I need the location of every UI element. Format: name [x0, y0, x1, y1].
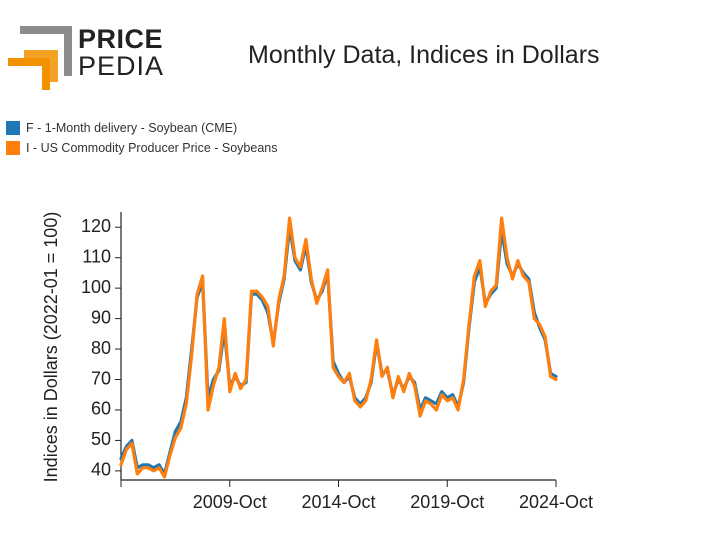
- logo-mark-orange: [8, 58, 50, 90]
- series-line-soybean-cme: [119, 225, 558, 476]
- legend-item-us-producer-price[interactable]: I - US Commodity Producer Price - Soybea…: [6, 138, 277, 158]
- series-line-us-producer-price: [119, 216, 558, 479]
- y-axis-label: Indices in Dollars (2022-01 = 100): [41, 212, 61, 483]
- logo-word-price: PRICE: [78, 24, 164, 54]
- y-tick-label: 60: [91, 399, 111, 419]
- chart-series: [119, 216, 558, 479]
- logo-word-pedia: PEDIA: [78, 51, 165, 81]
- logo-mark-orange-2: [24, 50, 58, 82]
- y-tick-label: 80: [91, 338, 111, 358]
- y-tick-label: 40: [91, 460, 111, 480]
- x-tick-label: 2014-Oct: [301, 492, 375, 512]
- legend-swatch-soybean-cme: [6, 121, 20, 135]
- chart-title: Monthly Data, Indices in Dollars: [248, 41, 600, 69]
- y-tick-label: 50: [91, 429, 111, 449]
- legend-label-soybean-cme: F - 1-Month delivery - Soybean (CME): [26, 121, 238, 135]
- y-tick-label: 70: [91, 368, 111, 388]
- y-tick-label: 110: [82, 246, 111, 266]
- y-tick-label: 120: [81, 216, 111, 236]
- legend-label-us-producer-price: I - US Commodity Producer Price - Soybea…: [26, 141, 278, 155]
- x-tick-label: 2024-Oct: [519, 492, 593, 512]
- legend-item-soybean-cme[interactable]: F - 1-Month delivery - Soybean (CME): [6, 118, 277, 138]
- x-tick-label: 2009-Oct: [193, 492, 267, 512]
- legend-swatch-us-producer-price: [6, 141, 20, 155]
- y-tick-label: 90: [91, 307, 111, 327]
- logo-mark-icon: [8, 26, 72, 90]
- chart-axes: 40 50 60 70 80 90 100 110 120 2009-Oct 2014-Oct 201…: [81, 212, 593, 512]
- y-tick-label: 100: [81, 277, 111, 297]
- pricepedia-logo: PRICE PEDIA: [6, 20, 166, 92]
- chart-legend: F - 1-Month delivery - Soybean (CME) I -…: [6, 118, 277, 158]
- x-tick-label: 2019-Oct: [410, 492, 484, 512]
- logo-mark-grey: [20, 26, 72, 76]
